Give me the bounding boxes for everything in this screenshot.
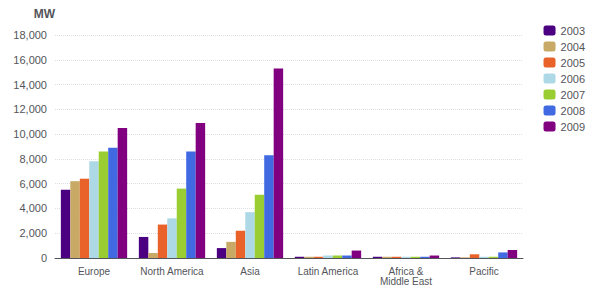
svg-text:Asia: Asia <box>240 266 260 277</box>
svg-text:2,000: 2,000 <box>19 227 47 239</box>
svg-text:Africa &: Africa & <box>388 265 424 277</box>
svg-text:8,000: 8,000 <box>19 153 47 165</box>
svg-text:4,000: 4,000 <box>19 202 47 214</box>
svg-text:6,000: 6,000 <box>19 178 47 190</box>
svg-text:14,000: 14,000 <box>13 79 47 91</box>
svg-text:North America: North America <box>140 266 204 277</box>
svg-text:Europe: Europe <box>78 266 111 277</box>
svg-text:2006: 2006 <box>561 73 585 85</box>
svg-text:Middle East: Middle East <box>380 276 432 287</box>
svg-text:Pacific: Pacific <box>469 266 498 277</box>
svg-text:2008: 2008 <box>561 105 585 117</box>
svg-text:Latin America: Latin America <box>298 266 359 277</box>
svg-text:2009: 2009 <box>561 121 585 133</box>
svg-text:2005: 2005 <box>561 57 585 69</box>
svg-text:MW: MW <box>34 7 56 21</box>
svg-text:16,000: 16,000 <box>13 54 47 66</box>
svg-text:2003: 2003 <box>561 25 585 37</box>
svg-text:10,000: 10,000 <box>13 128 47 140</box>
svg-text:2004: 2004 <box>561 41 585 53</box>
svg-text:0: 0 <box>41 252 47 264</box>
svg-text:12,000: 12,000 <box>13 103 47 115</box>
svg-text:2007: 2007 <box>561 89 585 101</box>
svg-text:18,000: 18,000 <box>13 29 47 41</box>
